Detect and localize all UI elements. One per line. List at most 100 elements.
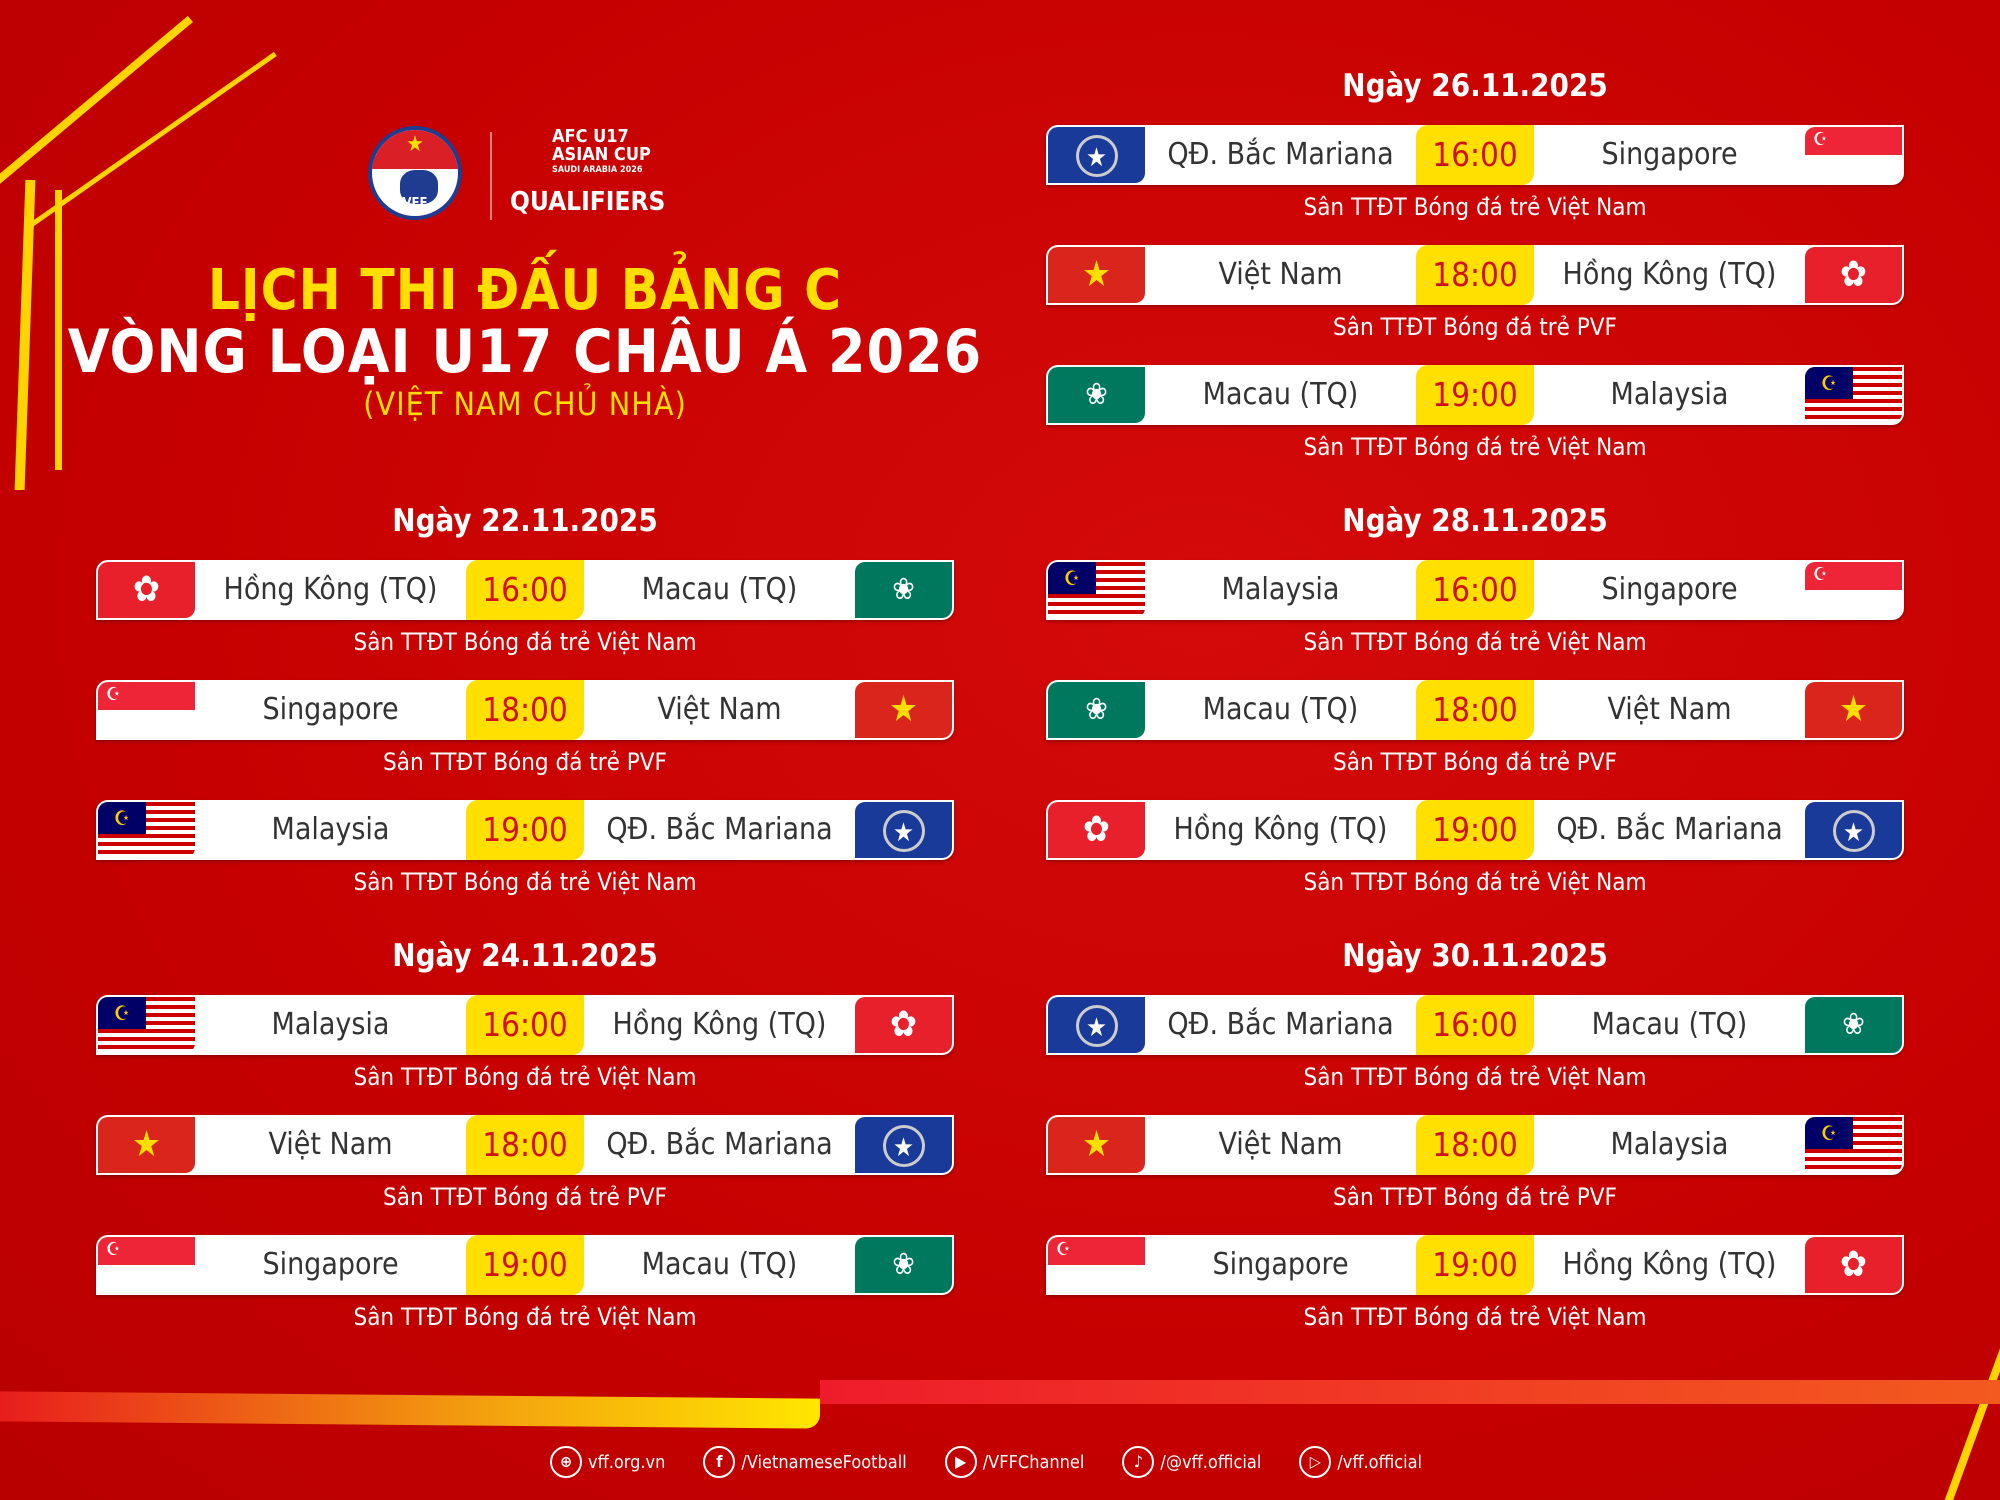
kickoff-time: 19:00 [1416,800,1534,860]
macau-flag-icon: ❀ [1805,997,1902,1053]
match-row: ☪ Malaysia 16:00 Hồng Kông (TQ) ✿ [96,995,954,1055]
kickoff-time: 16:00 [1416,995,1534,1055]
title-line1: LỊCH THI ĐẤU BẢNG C [207,258,843,323]
kickoff-time: 18:00 [1416,680,1534,740]
match-row: ❀ Macau (TQ) 18:00 Việt Nam ★ [1046,680,1904,740]
away-team: Malaysia [1610,1127,1729,1162]
match-date: Ngày 26.11.2025 [1342,68,1608,104]
kickoff-time: 19:00 [466,1235,584,1295]
match-date: Ngày 22.11.2025 [392,503,658,539]
youtube-icon: ▶ [944,1446,977,1478]
afc-logo: AFC U17 ASIAN CUP SAUDI ARABIA 2026 QUAL… [510,126,666,217]
match-date: Ngày 30.11.2025 [1342,938,1608,974]
northern-mariana-flag-icon: ★ [855,802,952,858]
vietnam-flag-icon: ★ [1048,1117,1145,1173]
title-line2: VÒNG LOẠI U17 CHÂU Á 2026 [67,317,983,387]
footer-links: ⊕ vff.org.vn f/VietnameseFootball ▶/VFFChan… [550,1442,1422,1482]
venue: Sân TTĐT Bóng đá trẻ Việt Nam [1303,1303,1647,1331]
match-row: ★ Việt Nam 18:00 QĐ. Bắc Mariana ★ [96,1115,954,1175]
corner-decoration [1937,1257,2000,1500]
hong-kong-flag-icon: ✿ [855,997,952,1053]
kickoff-time: 18:00 [1416,245,1534,305]
venue: Sân TTĐT Bóng đá trẻ PVF [1333,313,1617,341]
home-team: Macau (TQ) [1202,377,1359,412]
globe-icon: ⊕ [550,1446,582,1478]
footer-link-text: /VietnameseFootball [741,1451,907,1473]
footer-link-text: /VFFChannel [982,1451,1085,1473]
footer-link[interactable]: ▷/vff.official [1299,1446,1422,1478]
home-team: Malaysia [271,812,390,847]
match-row: ☪ Singapore 19:00 Hồng Kông (TQ) ✿ [1046,1235,1904,1295]
venue: Sân TTĐT Bóng đá trẻ Việt Nam [1303,193,1647,221]
facebook-icon: f [703,1446,736,1478]
venue: Sân TTĐT Bóng đá trẻ PVF [1333,1183,1617,1211]
kickoff-time: 18:00 [466,1115,584,1175]
venue: Sân TTĐT Bóng đá trẻ PVF [383,1183,667,1211]
match-row: ★ QĐ. Bắc Mariana 16:00 Macau (TQ) ❀ [1046,995,1904,1055]
logos: ★ VFF AFC U17 ASIAN CUP SAUDI ARABIA 202… [360,122,700,222]
match-row: ✿ Hồng Kông (TQ) 19:00 QĐ. Bắc Mariana ★ [1046,800,1904,860]
northern-mariana-flag-icon: ★ [1805,802,1902,858]
home-team: Macau (TQ) [1202,692,1359,727]
vietnam-flag-icon: ★ [1048,247,1145,303]
match-row: ❀ Macau (TQ) 19:00 Malaysia ☪ [1046,365,1904,425]
macau-flag-icon: ❀ [1048,367,1145,423]
play-icon: ▷ [1299,1446,1332,1478]
kickoff-time: 16:00 [466,560,584,620]
singapore-flag-icon: ☪ [1805,127,1902,183]
footer-link[interactable]: ⊕ vff.org.vn [550,1446,665,1478]
corner-decoration [28,51,277,229]
match-date: Ngày 28.11.2025 [1342,503,1608,539]
title-line3: (VIỆT NAM CHỦ NHÀ) [363,385,687,423]
match-date: Ngày 24.11.2025 [392,938,658,974]
hong-kong-flag-icon: ✿ [98,562,195,618]
home-team: Malaysia [1221,572,1340,607]
away-team: QĐ. Bắc Mariana [606,1127,833,1162]
venue: Sân TTĐT Bóng đá trẻ Việt Nam [353,1063,697,1091]
northern-mariana-flag-icon: ★ [855,1117,952,1173]
corner-decoration [55,190,62,470]
home-team: QĐ. Bắc Mariana [1167,137,1394,172]
malaysia-flag-icon: ☪ [1048,562,1145,618]
malaysia-flag-icon: ☪ [1805,367,1902,423]
footer-link[interactable]: ♪/@vff.official [1122,1446,1261,1478]
home-team: Việt Nam [1218,1127,1343,1162]
home-team: Singapore [262,692,399,727]
home-team: Hồng Kông (TQ) [223,572,438,607]
away-team: Hồng Kông (TQ) [1562,1247,1777,1282]
home-team: Việt Nam [268,1127,393,1162]
kickoff-time: 16:00 [466,995,584,1055]
away-team: Macau (TQ) [641,1247,798,1282]
kickoff-time: 19:00 [1416,1235,1534,1295]
venue: Sân TTĐT Bóng đá trẻ Việt Nam [353,868,697,896]
footer-band [820,1380,2000,1404]
match-row: ☪ Malaysia 16:00 Singapore ☪ [1046,560,1904,620]
hong-kong-flag-icon: ✿ [1805,1237,1902,1293]
footer-link[interactable]: f/VietnameseFootball [703,1446,907,1478]
venue: Sân TTĐT Bóng đá trẻ Việt Nam [353,1303,697,1331]
footer-link[interactable]: ▶/VFFChannel [944,1446,1085,1478]
singapore-flag-icon: ☪ [98,1237,195,1293]
kickoff-time: 18:00 [1416,1115,1534,1175]
kickoff-time: 19:00 [1416,365,1534,425]
northern-mariana-flag-icon: ★ [1048,127,1145,183]
match-row: ★ QĐ. Bắc Mariana 16:00 Singapore ☪ [1046,125,1904,185]
away-team: QĐ. Bắc Mariana [606,812,833,847]
singapore-flag-icon: ☪ [98,682,195,738]
venue: Sân TTĐT Bóng đá trẻ Việt Nam [1303,1063,1647,1091]
away-team: Việt Nam [657,692,782,727]
match-row: ☪ Singapore 19:00 Macau (TQ) ❀ [96,1235,954,1295]
malaysia-flag-icon: ☪ [98,802,195,858]
kickoff-time: 16:00 [1416,125,1534,185]
singapore-flag-icon: ☪ [1805,562,1902,618]
northern-mariana-flag-icon: ★ [1048,997,1145,1053]
home-team: Hồng Kông (TQ) [1173,812,1388,847]
away-team: Việt Nam [1607,692,1732,727]
kickoff-time: 16:00 [1416,560,1534,620]
macau-flag-icon: ❀ [855,1237,952,1293]
malaysia-flag-icon: ☪ [98,997,195,1053]
match-row: ☪ Singapore 18:00 Việt Nam ★ [96,680,954,740]
home-team: Việt Nam [1218,257,1343,292]
away-team: Macau (TQ) [1591,1007,1748,1042]
